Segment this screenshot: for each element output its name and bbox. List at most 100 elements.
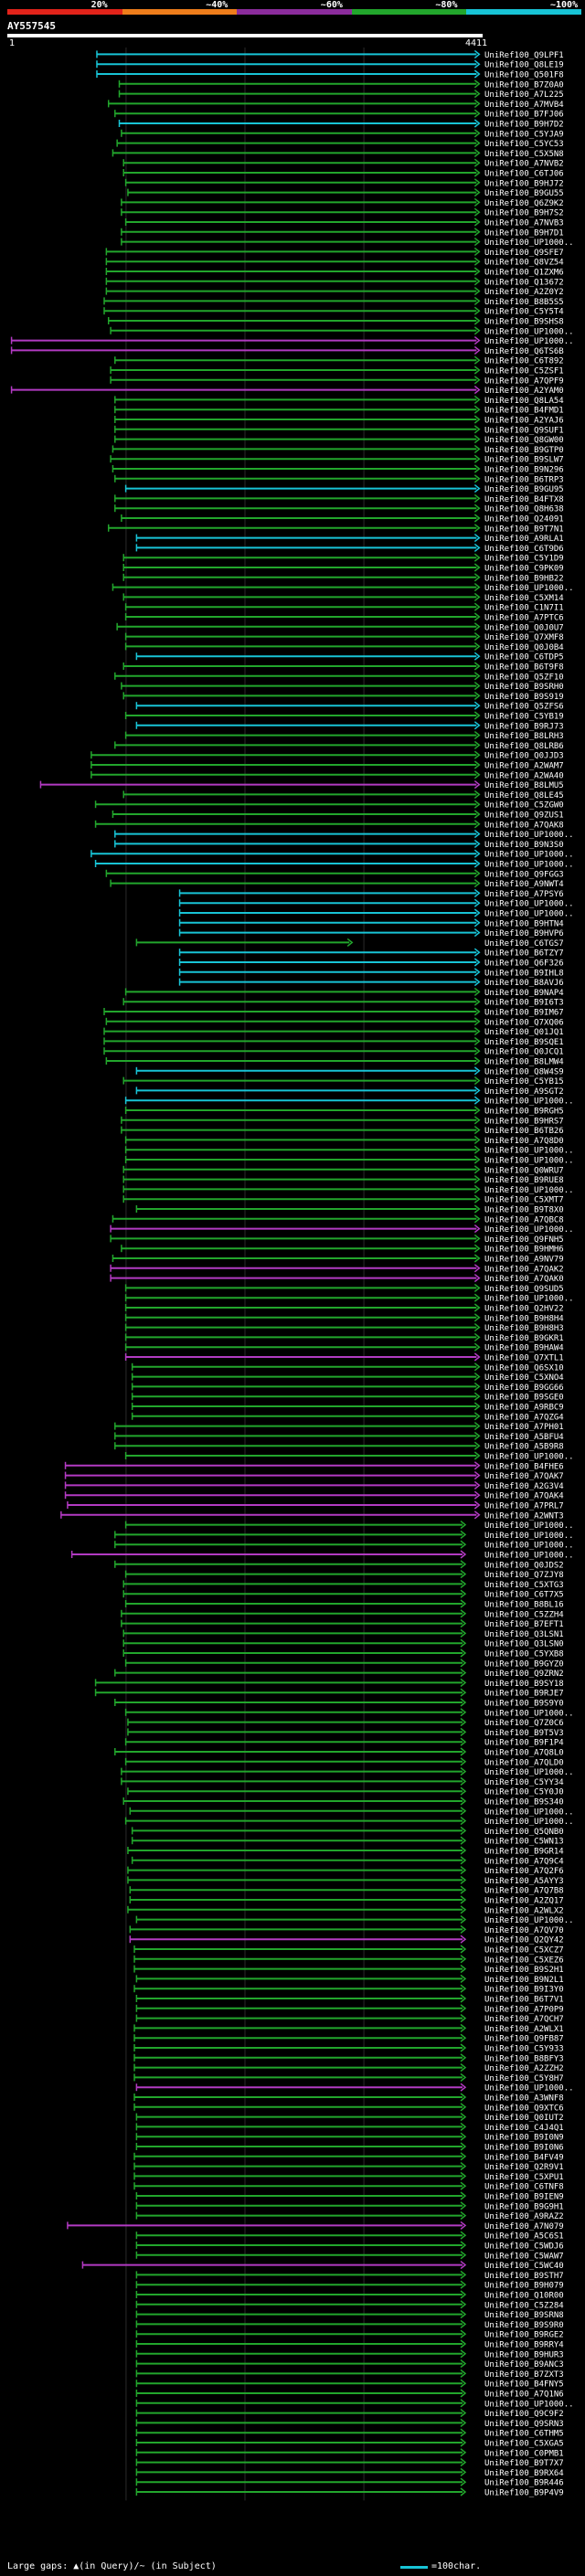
alignment-hit[interactable]: UniRef100_B9G9H1 bbox=[135, 2201, 564, 2212]
alignment-hit[interactable]: UniRef100_B6T9F8 bbox=[122, 662, 564, 673]
alignment-hit[interactable]: UniRef100_B9H7D2 bbox=[118, 119, 564, 130]
alignment-hit[interactable]: UniRef100_B9H079 bbox=[135, 2280, 564, 2291]
alignment-hit[interactable]: UniRef100_C6THM5 bbox=[135, 2428, 564, 2439]
alignment-hit[interactable]: UniRef100_UP1000.. bbox=[135, 1915, 574, 1926]
alignment-hit[interactable]: UniRef100_A7Q1N6 bbox=[135, 2389, 564, 2400]
alignment-hit[interactable]: UniRef100_B9SY18 bbox=[94, 1678, 564, 1689]
alignment-hit[interactable]: UniRef100_C5X5N8 bbox=[112, 148, 564, 159]
alignment-hit[interactable]: UniRef100_C4J4Q1 bbox=[135, 2122, 564, 2133]
alignment-hit[interactable]: UniRef100_A7L225 bbox=[118, 90, 564, 101]
alignment-hit[interactable]: UniRef100_Q7XQ06 bbox=[105, 1017, 564, 1028]
alignment-hit[interactable]: UniRef100_C5ZGW0 bbox=[94, 800, 564, 811]
alignment-hit[interactable]: UniRef100_B9P4V9 bbox=[135, 2487, 564, 2498]
alignment-hit[interactable]: UniRef100_B9I6T3 bbox=[122, 997, 564, 1008]
alignment-hit[interactable]: UniRef100_UP1000.. bbox=[90, 849, 574, 860]
alignment-hit[interactable]: UniRef100_A5BFU4 bbox=[114, 1431, 564, 1442]
alignment-hit[interactable]: UniRef100_Q3LSN0 bbox=[122, 1638, 564, 1649]
alignment-hit[interactable]: UniRef100_B9T8X0 bbox=[135, 1204, 564, 1215]
alignment-hit[interactable]: UniRef100_A7QV70 bbox=[129, 1924, 564, 1935]
alignment-hit[interactable]: UniRef100_A9NV79 bbox=[112, 1254, 564, 1265]
alignment-hit[interactable]: UniRef100_B9H8H3 bbox=[124, 1323, 564, 1334]
alignment-hit[interactable]: UniRef100_A2WAM7 bbox=[90, 760, 564, 771]
alignment-hit[interactable]: UniRef100_Q6Z9K2 bbox=[121, 197, 564, 208]
alignment-hit[interactable]: UniRef100_Q7XTL1 bbox=[124, 1352, 564, 1363]
alignment-hit[interactable]: UniRef100_C5Y0J0 bbox=[127, 1786, 564, 1797]
alignment-hit[interactable]: UniRef100_UP1000.. bbox=[124, 1145, 574, 1156]
alignment-hit[interactable]: UniRef100_UP1000.. bbox=[124, 1521, 574, 1532]
alignment-hit[interactable]: UniRef100_UP1000.. bbox=[124, 1155, 574, 1166]
alignment-hit[interactable]: UniRef100_Q9SUF1 bbox=[114, 425, 564, 436]
alignment-hit[interactable]: UniRef100_B9S9R0 bbox=[135, 2319, 564, 2330]
alignment-hit[interactable]: UniRef100_C5YB15 bbox=[122, 1076, 564, 1087]
alignment-hit[interactable]: UniRef100_A7N079 bbox=[67, 2221, 564, 2231]
alignment-hit[interactable]: UniRef100_A2WLX1 bbox=[133, 2023, 564, 2034]
alignment-hit[interactable]: UniRef100_B8LMU5 bbox=[39, 780, 564, 791]
alignment-hit[interactable]: UniRef100_B9S9Y0 bbox=[114, 1698, 564, 1709]
alignment-hit[interactable]: UniRef100_B9HTN4 bbox=[178, 918, 564, 929]
alignment-hit[interactable]: UniRef100_Q6TS6B bbox=[10, 345, 564, 356]
alignment-hit[interactable]: UniRef100_B4FHE6 bbox=[64, 1461, 564, 1472]
alignment-hit[interactable]: UniRef100_A7QAK8 bbox=[94, 820, 564, 831]
alignment-hit[interactable]: UniRef100_B9R446 bbox=[135, 2477, 564, 2488]
alignment-hit[interactable]: UniRef100_B9RX64 bbox=[135, 2467, 564, 2478]
alignment-hit[interactable]: UniRef100_B9T7X7 bbox=[135, 2458, 564, 2469]
alignment-hit[interactable]: UniRef100_B9H7S2 bbox=[121, 207, 564, 218]
alignment-hit[interactable]: UniRef100_UP1000.. bbox=[110, 326, 574, 337]
alignment-hit[interactable]: UniRef100_Q0J0B4 bbox=[124, 641, 564, 652]
alignment-hit[interactable]: UniRef100_A2YAJ6 bbox=[114, 415, 564, 426]
alignment-hit[interactable]: UniRef100_B9I0N9 bbox=[135, 2132, 564, 2143]
alignment-hit[interactable]: UniRef100_UP1000.. bbox=[124, 1096, 574, 1107]
alignment-hit[interactable]: UniRef100_Q13672 bbox=[105, 277, 564, 288]
alignment-hit[interactable]: UniRef100_B9S340 bbox=[122, 1797, 564, 1807]
alignment-hit[interactable]: UniRef100_B7ZXT3 bbox=[135, 2369, 564, 2380]
alignment-hit[interactable]: UniRef100_UP1000.. bbox=[94, 859, 574, 870]
alignment-hit[interactable]: UniRef100_UP1000.. bbox=[114, 1530, 574, 1541]
alignment-hit[interactable]: UniRef100_B8LRH3 bbox=[124, 731, 564, 742]
alignment-hit[interactable]: UniRef100_UP1000.. bbox=[178, 908, 574, 919]
alignment-hit[interactable]: UniRef100_B6TB26 bbox=[121, 1126, 564, 1137]
alignment-hit[interactable]: UniRef100_A2ZZH2 bbox=[133, 2063, 564, 2074]
alignment-hit[interactable]: UniRef100_Q9XTC6 bbox=[133, 2103, 564, 2114]
alignment-hit[interactable]: UniRef100_UP1000.. bbox=[112, 583, 574, 594]
alignment-hit[interactable]: UniRef100_B9RGE2 bbox=[135, 2329, 564, 2340]
alignment-hit[interactable]: UniRef100_B9IHL8 bbox=[178, 968, 564, 979]
alignment-hit[interactable]: UniRef100_Q8LRB6 bbox=[114, 740, 564, 751]
alignment-hit[interactable]: UniRef100_A7Q8L0 bbox=[114, 1747, 564, 1758]
alignment-hit[interactable]: UniRef100_C6TNF8 bbox=[133, 2181, 564, 2192]
alignment-hit[interactable]: UniRef100_C6T7X5 bbox=[122, 1589, 564, 1600]
alignment-hit[interactable]: UniRef100_Q0J0U7 bbox=[116, 622, 564, 633]
alignment-hit[interactable]: UniRef100_C5XNO4 bbox=[131, 1373, 564, 1383]
alignment-hit[interactable]: UniRef100_A7QCH7 bbox=[135, 2014, 564, 2025]
alignment-hit[interactable]: UniRef100_Q7ZJY8 bbox=[124, 1570, 564, 1581]
alignment-hit[interactable]: UniRef100_UP1000.. bbox=[121, 238, 574, 249]
alignment-hit[interactable]: UniRef100_UP1000.. bbox=[129, 1807, 574, 1818]
alignment-hit[interactable]: UniRef100_B9RJE7 bbox=[94, 1688, 564, 1699]
alignment-hit[interactable]: UniRef100_C5Z284 bbox=[135, 2300, 564, 2311]
alignment-hit[interactable]: UniRef100_A7QAK7 bbox=[64, 1471, 564, 1482]
alignment-hit[interactable]: UniRef100_UP1000.. bbox=[124, 1817, 574, 1828]
alignment-hit[interactable]: UniRef100_Q9ZRN2 bbox=[114, 1669, 564, 1680]
alignment-hit[interactable]: UniRef100_A9RLA1 bbox=[135, 534, 564, 545]
alignment-hit[interactable]: UniRef100_UP1000.. bbox=[70, 1550, 574, 1561]
alignment-hit[interactable]: UniRef100_B9HAW4 bbox=[124, 1342, 564, 1353]
alignment-hit[interactable]: UniRef100_B9I0N6 bbox=[135, 2142, 564, 2153]
alignment-hit[interactable]: UniRef100_B6T7V1 bbox=[135, 1994, 564, 2005]
alignment-hit[interactable]: UniRef100_B9SRN8 bbox=[135, 2310, 564, 2321]
alignment-hit[interactable]: UniRef100_B9GU55 bbox=[127, 188, 564, 199]
alignment-hit[interactable]: UniRef100_A7QPF9 bbox=[110, 376, 564, 387]
alignment-hit[interactable]: UniRef100_A2WA40 bbox=[90, 770, 564, 781]
alignment-hit[interactable]: UniRef100_Q501F8 bbox=[96, 69, 564, 80]
alignment-hit[interactable]: UniRef100_B7EFT1 bbox=[121, 1619, 564, 1630]
alignment-hit[interactable]: UniRef100_Q8LE19 bbox=[96, 59, 564, 70]
alignment-hit[interactable]: UniRef100_A9RAZ2 bbox=[135, 2211, 564, 2222]
alignment-hit[interactable]: UniRef100_A2WNT3 bbox=[60, 1511, 564, 1521]
alignment-hit[interactable]: UniRef100_UP1000.. bbox=[114, 1540, 574, 1551]
alignment-hit[interactable]: UniRef100_Q0JCQ1 bbox=[103, 1046, 564, 1057]
alignment-hit[interactable]: UniRef100_Q3LSN1 bbox=[122, 1628, 564, 1639]
alignment-hit[interactable]: UniRef100_Q0JJD3 bbox=[90, 750, 564, 761]
alignment-hit[interactable]: UniRef100_B9GR14 bbox=[127, 1846, 564, 1857]
alignment-hit[interactable]: UniRef100_Q1ZXM6 bbox=[105, 267, 564, 278]
alignment-hit[interactable]: UniRef100_A2G3V4 bbox=[64, 1480, 564, 1491]
alignment-hit[interactable]: UniRef100_C6T9D6 bbox=[135, 543, 564, 554]
alignment-hit[interactable]: UniRef100_B8LMW4 bbox=[105, 1056, 564, 1067]
